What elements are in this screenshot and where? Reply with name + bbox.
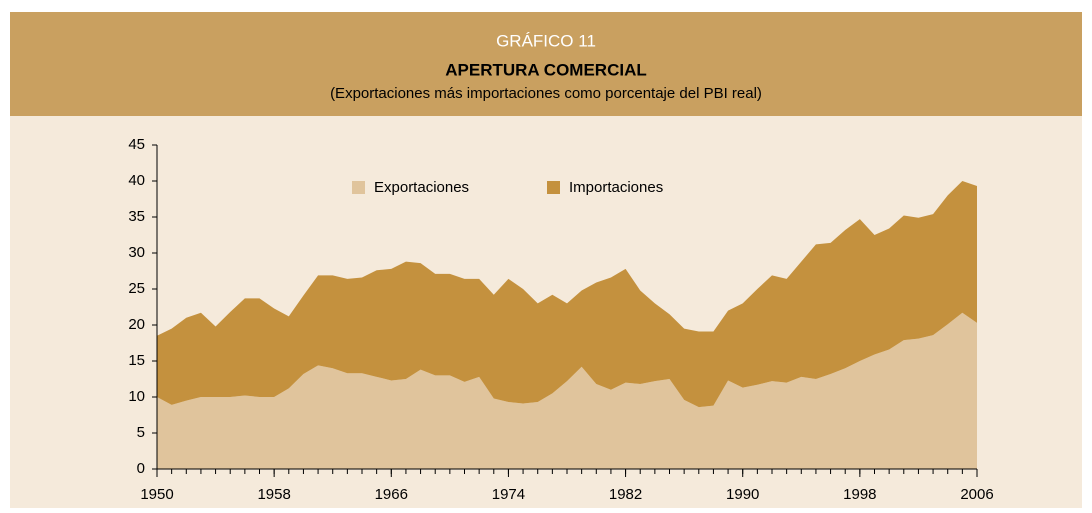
y-tick-label: 30 [128,244,145,261]
x-tick-label: 1958 [257,486,290,503]
x-tick-label: 1998 [843,486,876,503]
header [10,12,1082,116]
y-tick-label: 20 [128,316,145,333]
x-tick-label: 1982 [609,486,642,503]
x-tick-label: 1966 [375,486,408,503]
legend-swatch [547,181,560,194]
x-tick-label: 1950 [140,486,173,503]
chart-title: APERTURA COMERCIAL [445,60,646,79]
y-tick-label: 25 [128,280,145,297]
x-tick-label: 1974 [492,486,525,503]
legend-label: Importaciones [569,179,663,196]
y-tick-label: 15 [128,352,145,369]
y-tick-label: 0 [137,460,145,477]
y-tick-label: 10 [128,388,145,405]
area [157,181,977,408]
y-tick-label: 40 [128,172,145,189]
chart-subtitle: (Exportaciones más importaciones como po… [330,85,762,102]
x-tick-label: 2006 [960,486,993,503]
area [157,312,977,469]
y-tick-label: 35 [128,208,145,225]
chart-label: GRÁFICO 11 [496,31,596,50]
legend-label: Exportaciones [374,179,469,196]
legend-swatch [352,181,365,194]
y-tick-label: 5 [137,424,145,441]
y-tick-label: 45 [128,136,145,153]
x-tick-label: 1990 [726,486,759,503]
